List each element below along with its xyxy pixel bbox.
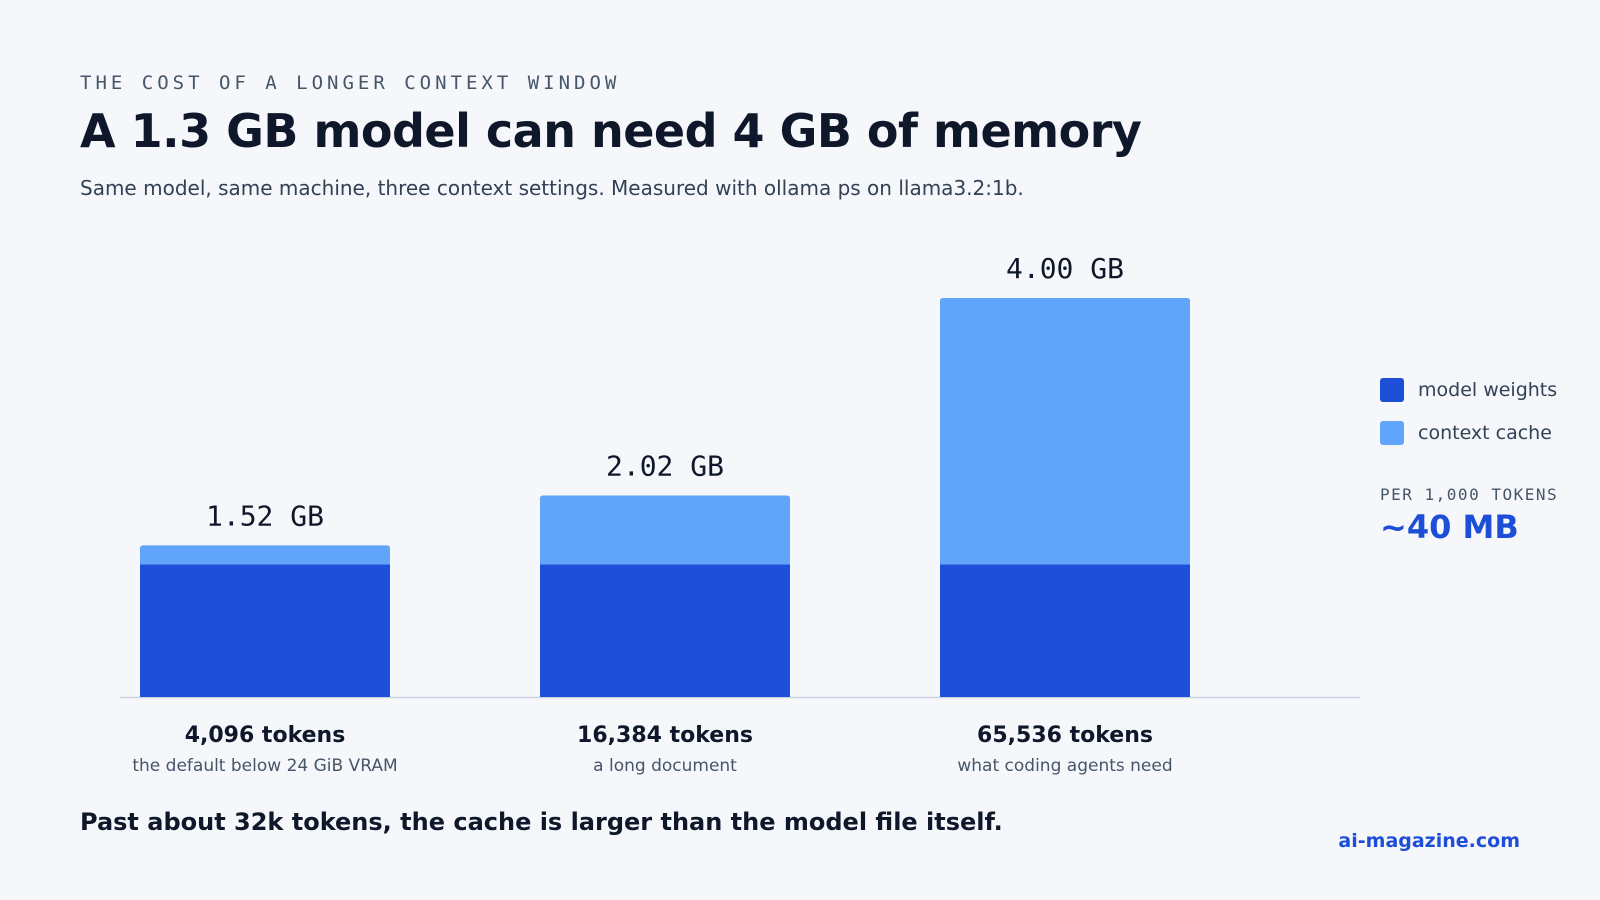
category-label-1: 16,384 tokens (577, 723, 753, 748)
bar-model-weights-0 (140, 564, 390, 697)
category-note-0: the default below 24 GiB VRAM (132, 756, 397, 776)
category-label-0: 4,096 tokens (185, 723, 346, 748)
legend-swatch-model-weights (1380, 378, 1404, 402)
chart-footnote: Past about 32k tokens, the cache is larg… (80, 808, 1003, 836)
legend-label-context-cache: context cache (1418, 422, 1552, 444)
bar-total-label-0: 1.52 GB (206, 499, 324, 532)
legend-label-model-weights: model weights (1418, 379, 1558, 401)
legend-swatch-context-cache (1380, 421, 1404, 445)
chart-eyebrow: THE COST OF A LONGER CONTEXT WINDOW (80, 72, 621, 94)
category-note-2: what coding agents need (957, 756, 1172, 776)
bar-context-cache-2 (940, 298, 1190, 565)
chart-subtitle: Same model, same machine, three context … (80, 176, 1024, 200)
stacked-bar-chart: 1.52 GB 4,096 tokens the default below 24 … (120, 252, 1360, 776)
bar-context-cache-1 (540, 495, 790, 565)
chart-title: A 1.3 GB model can need 4 GB of memory (80, 104, 1142, 158)
bar-context-cache-0 (140, 545, 390, 565)
category-label-2: 65,536 tokens (977, 723, 1153, 748)
legend-item-model-weights: model weights (1380, 378, 1557, 402)
chart-legend: model weights context cache (1380, 378, 1557, 464)
rate-value: ~40 MB (1380, 508, 1519, 546)
source-link[interactable]: ai-magazine.com (1338, 830, 1520, 852)
rate-label: PER 1,000 TOKENS (1380, 485, 1559, 504)
bar-model-weights-2 (940, 564, 1190, 697)
category-note-1: a long document (593, 756, 737, 776)
bar-total-label-1: 2.02 GB (606, 450, 724, 483)
legend-item-context-cache: context cache (1380, 421, 1557, 445)
bar-model-weights-1 (540, 564, 790, 697)
bar-total-label-2: 4.00 GB (1006, 252, 1124, 285)
